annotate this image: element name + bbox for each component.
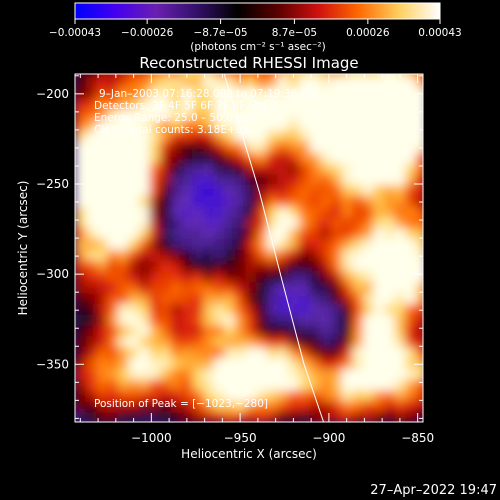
colorbar-tick-label: −8.7e−05 (194, 27, 248, 39)
y-tick-label: −350 (36, 357, 69, 371)
info-time-range: 9–Jan–2003 07:16:28.000 to 07:19:36.000 (99, 88, 321, 100)
x-tick-label: −850 (401, 431, 434, 445)
plot-frame (74, 73, 424, 423)
info-energy-range: Energy Range: 25.0 – 50.0 keV (94, 112, 256, 124)
axis-ticks: −1000 −950 −900 −850 −200 −250 −300 −350 (36, 74, 434, 445)
y-tick-label: −200 (36, 87, 69, 101)
chart-title: Reconstructed RHESSI Image (139, 54, 358, 72)
colorbar-ticks: −0.00043 −0.00026 −8.7e−05 8.7e−05 0.00026 0.… (49, 19, 462, 39)
footer-timestamp: 27–Apr–2022 19:47 (370, 483, 497, 498)
colorbar-tick-label: 8.7e−05 (272, 27, 317, 39)
heatmap-image (75, 74, 423, 422)
y-tick-label: −300 (36, 267, 69, 281)
colorbar-tick-label: 0.00026 (346, 27, 390, 39)
observation-info: 9–Jan–2003 07:16:28.000 to 07:19:36.000 … (94, 88, 321, 136)
peak-position-label: Position of Peak = [−1023,−280] (94, 398, 268, 410)
plot-area: −1000 −950 −900 −850 −200 −250 −300 −350 (36, 73, 434, 445)
y-tick-label: −250 (36, 177, 69, 191)
colorbar (74, 2, 441, 20)
colorbar-tick-label: −0.00026 (121, 27, 174, 39)
x-tick-label: −950 (224, 431, 257, 445)
x-tick-label: −1000 (131, 431, 172, 445)
solar-limb-line (223, 74, 325, 422)
colorbar-tick-label: 0.00043 (418, 27, 461, 39)
colorbar-unit-label: (photons cm⁻² s⁻¹ asec⁻²) (190, 41, 325, 53)
info-detectors: Detectors: 3F 4F 5F 6F 7F 8F, Att 0 (94, 100, 277, 112)
colorbar-tick-label: −0.00043 (49, 27, 101, 39)
info-clean-counts: Clean Total counts: 3.18E+03 (94, 124, 249, 136)
x-axis-label: Heliocentric X (arcsec) (181, 447, 317, 461)
y-axis-label: Heliocentric Y (arcsec) (16, 181, 30, 316)
x-tick-label: −900 (312, 431, 345, 445)
